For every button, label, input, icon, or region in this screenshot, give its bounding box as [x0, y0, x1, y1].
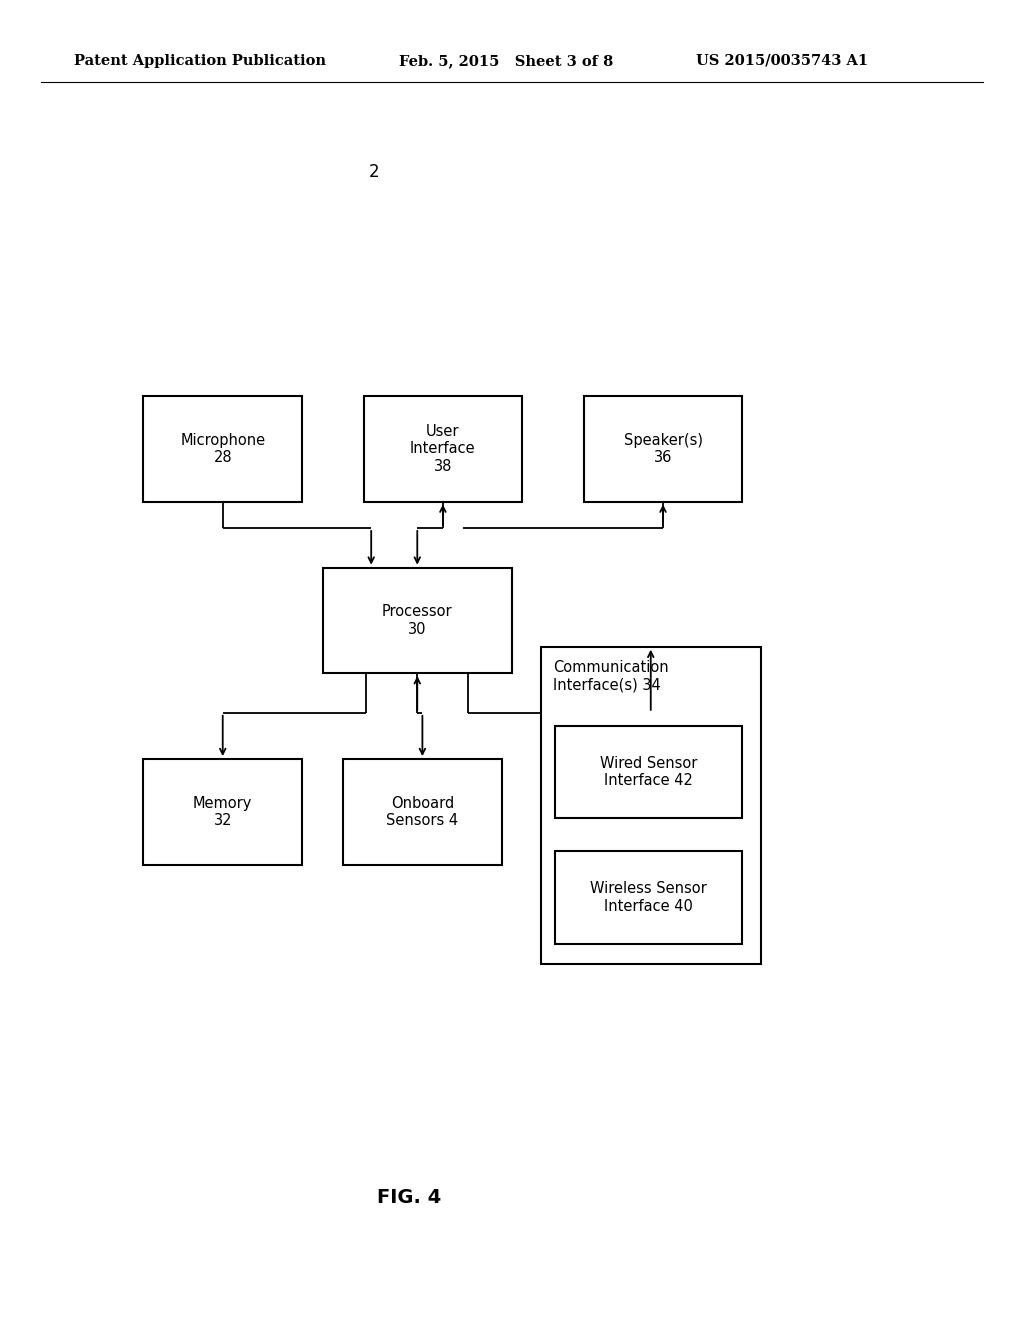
Text: US 2015/0035743 A1: US 2015/0035743 A1: [696, 54, 868, 67]
Text: Speaker(s)
36: Speaker(s) 36: [624, 433, 702, 465]
Text: Memory
32: Memory 32: [194, 796, 252, 828]
Bar: [323, 568, 512, 673]
Text: 2: 2: [369, 162, 379, 181]
Bar: [143, 759, 302, 865]
Bar: [541, 647, 761, 964]
Text: Wired Sensor
Interface 42: Wired Sensor Interface 42: [600, 756, 697, 788]
Text: Feb. 5, 2015   Sheet 3 of 8: Feb. 5, 2015 Sheet 3 of 8: [399, 54, 613, 67]
Text: Microphone
28: Microphone 28: [180, 433, 265, 465]
Text: Processor
30: Processor 30: [382, 605, 453, 636]
Bar: [343, 759, 502, 865]
Bar: [555, 726, 742, 818]
Text: Wireless Sensor
Interface 40: Wireless Sensor Interface 40: [590, 882, 708, 913]
Text: Communication
Interface(s) 34: Communication Interface(s) 34: [553, 660, 669, 693]
Text: Patent Application Publication: Patent Application Publication: [74, 54, 326, 67]
Text: Onboard
Sensors 4: Onboard Sensors 4: [386, 796, 459, 828]
Bar: [584, 396, 742, 502]
Text: FIG. 4: FIG. 4: [378, 1188, 441, 1206]
Bar: [143, 396, 302, 502]
Bar: [555, 851, 742, 944]
Text: User
Interface
38: User Interface 38: [410, 424, 476, 474]
Bar: [364, 396, 522, 502]
